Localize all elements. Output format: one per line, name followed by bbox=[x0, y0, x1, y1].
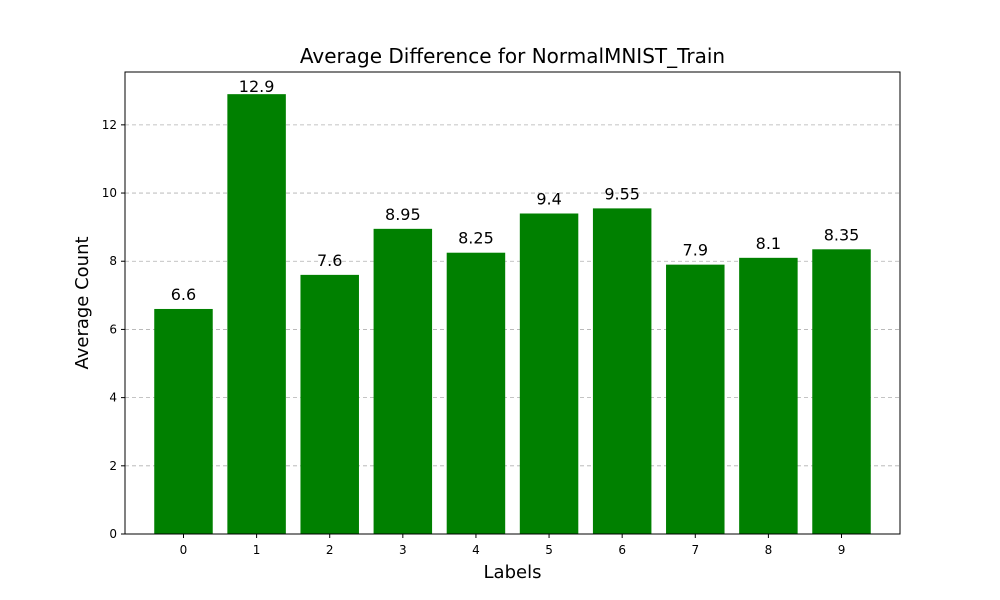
y-axis-label: Average Count bbox=[72, 236, 93, 369]
bar-value-label: 6.6 bbox=[171, 285, 196, 304]
x-tick-label: 0 bbox=[180, 543, 188, 557]
bar-value-label: 12.9 bbox=[239, 77, 275, 96]
bar-value-label: 8.95 bbox=[385, 205, 421, 224]
x-tick-label: 5 bbox=[545, 543, 553, 557]
data-labels: 6.6 12.9 7.6 8.95 8.25 9.4 9.55 7.9 8.1 8.35 bbox=[171, 77, 860, 304]
x-tick-label: 2 bbox=[326, 543, 334, 557]
bar-value-label: 9.4 bbox=[536, 189, 561, 208]
plot-frame bbox=[124, 71, 901, 535]
y-tick-label: 2 bbox=[109, 459, 117, 473]
x-tick-label: 8 bbox=[765, 543, 773, 557]
y-tick-label: 8 bbox=[109, 254, 117, 268]
bar-value-label: 7.9 bbox=[683, 241, 708, 260]
x-tick-label: 1 bbox=[253, 543, 261, 557]
x-tick-label: 6 bbox=[618, 543, 626, 557]
y-tick-label: 10 bbox=[102, 186, 117, 200]
bar bbox=[300, 274, 359, 534]
y-tick-label: 12 bbox=[102, 118, 117, 132]
bar-value-label: 7.6 bbox=[317, 251, 342, 270]
x-tick-label: 4 bbox=[472, 543, 480, 557]
y-tick-label: 4 bbox=[109, 391, 117, 405]
bar-value-label: 9.55 bbox=[604, 184, 640, 203]
x-axis-label: Labels bbox=[484, 562, 542, 583]
bar bbox=[373, 228, 433, 535]
bars bbox=[154, 94, 871, 535]
x-tick-label: 9 bbox=[838, 543, 846, 557]
bar-value-label: 8.1 bbox=[756, 234, 781, 253]
bar bbox=[739, 257, 798, 534]
bar bbox=[592, 208, 652, 534]
bar bbox=[812, 249, 871, 534]
y-tick-label: 6 bbox=[109, 322, 117, 336]
bar bbox=[154, 308, 213, 534]
y-axis-ticks: 0 2 4 6 8 10 12 bbox=[102, 118, 125, 541]
chart-title: Average Difference for NormalMNIST_Train bbox=[300, 44, 725, 68]
bar bbox=[446, 252, 506, 534]
y-tick-label: 0 bbox=[109, 527, 117, 541]
bar bbox=[519, 213, 579, 534]
x-tick-label: 3 bbox=[399, 543, 407, 557]
bar bbox=[227, 94, 286, 535]
bar-value-label: 8.25 bbox=[458, 229, 494, 248]
x-tick-label: 7 bbox=[691, 543, 699, 557]
bar-value-label: 8.35 bbox=[824, 225, 860, 244]
bar bbox=[666, 264, 725, 534]
x-axis-ticks: 0 1 2 3 4 5 6 7 8 9 bbox=[180, 534, 846, 557]
